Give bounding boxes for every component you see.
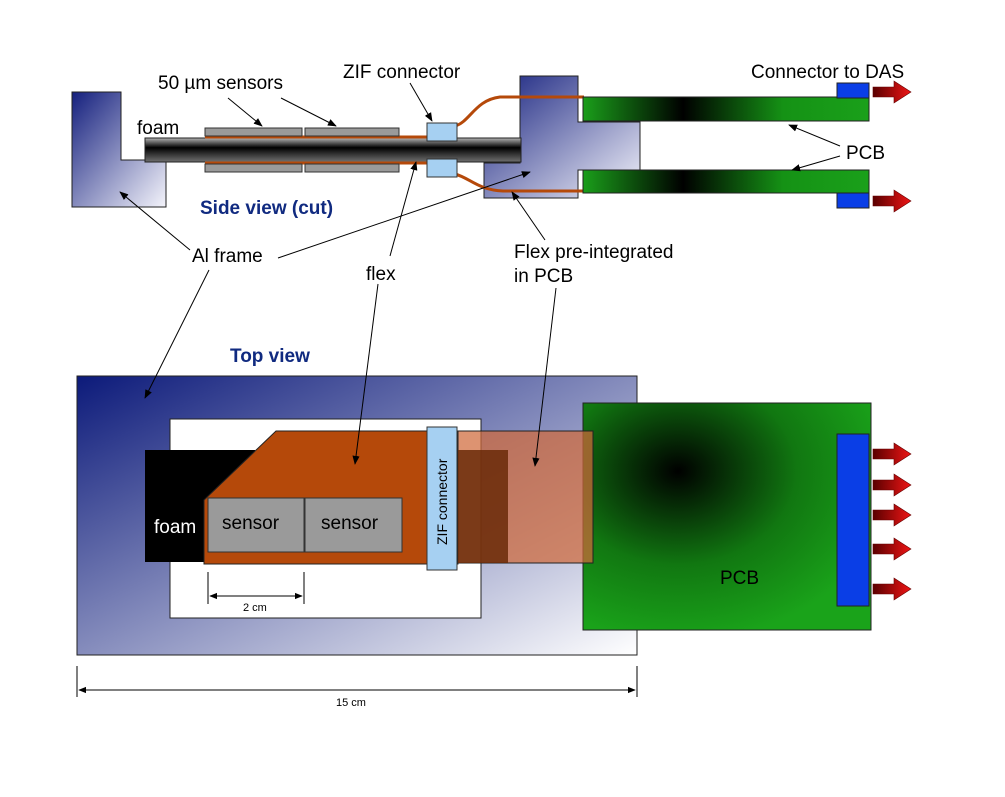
top-view xyxy=(76,375,912,697)
label-foam-side: foam xyxy=(137,118,179,139)
top-zif-connector xyxy=(426,426,458,571)
label-sensors: 50 µm sensors xyxy=(158,73,283,94)
red-arrow-icon xyxy=(872,473,912,497)
label-al-frame: Al frame xyxy=(192,246,263,267)
labels: 50 µm sensors ZIF connector Connector to… xyxy=(137,62,904,709)
side-al-frame-right xyxy=(483,75,641,199)
arrow-flex-pcb-side xyxy=(511,191,546,241)
red-arrow-icon xyxy=(872,577,912,601)
red-arrow-icon xyxy=(872,503,912,527)
arrow-sensors-1 xyxy=(227,97,263,127)
arrow-al-frame-top xyxy=(144,269,210,399)
side-zif-top xyxy=(426,122,458,142)
side-das-connector-bottom xyxy=(836,192,870,209)
arrow-flex-pcb-top xyxy=(532,287,557,467)
top-sensor-1 xyxy=(207,497,305,553)
label-zif-top: ZIF connector xyxy=(434,458,450,545)
label-foam-top: foam xyxy=(154,517,196,538)
label-2cm: 2 cm xyxy=(243,602,267,614)
side-flex-curve-bottom xyxy=(454,172,584,193)
label-pcb-side: PCB xyxy=(846,143,885,164)
red-arrow-icon xyxy=(872,80,912,104)
side-view-title: Side view (cut) xyxy=(200,198,333,219)
label-flex-pcb-line2: in PCB xyxy=(514,266,573,287)
top-sensor-2 xyxy=(304,497,403,553)
top-das-connector xyxy=(836,433,870,607)
label-sensor-2: sensor xyxy=(321,513,379,534)
side-sensor-top-2 xyxy=(304,127,400,137)
arrow-sensors-2 xyxy=(280,97,337,127)
red-arrow-icon xyxy=(872,442,912,466)
side-pcb-bottom xyxy=(582,169,870,194)
side-foam xyxy=(144,137,522,163)
label-pcb-top: PCB xyxy=(720,568,759,589)
label-sensor-1: sensor xyxy=(222,513,280,534)
arrow-flex-top xyxy=(352,283,379,465)
label-flex: flex xyxy=(366,264,396,285)
side-sensor-bottom-2 xyxy=(304,163,400,173)
red-arrow-icon xyxy=(872,189,912,213)
side-flex-curve-top xyxy=(454,95,584,128)
callout-arrows xyxy=(119,82,841,467)
arrow-al-frame-side xyxy=(119,191,191,251)
side-das-connector-top xyxy=(836,82,870,99)
top-view-title: Top view xyxy=(230,346,310,367)
arrow-pcb-bottom xyxy=(791,155,841,172)
label-flex-pcb-line1: Flex pre-integrated xyxy=(514,242,673,263)
label-zif-connector: ZIF connector xyxy=(343,62,461,83)
red-arrow-icon xyxy=(872,537,912,561)
label-connector-das: Connector to DAS xyxy=(751,62,904,83)
side-sensor-top-1 xyxy=(204,127,303,137)
label-15cm: 15 cm xyxy=(336,697,366,709)
side-view xyxy=(71,75,912,213)
top-pcb xyxy=(582,402,872,631)
side-sensor-bottom-1 xyxy=(204,163,303,173)
top-flex-dark-overlap xyxy=(458,450,508,563)
arrow-zif xyxy=(409,82,433,122)
arrow-flex-side xyxy=(389,161,418,257)
arrow-al-frame-right xyxy=(277,171,531,259)
side-pcb-top xyxy=(582,96,870,122)
side-zif-bottom xyxy=(426,158,458,178)
arrow-pcb-top xyxy=(788,124,841,147)
